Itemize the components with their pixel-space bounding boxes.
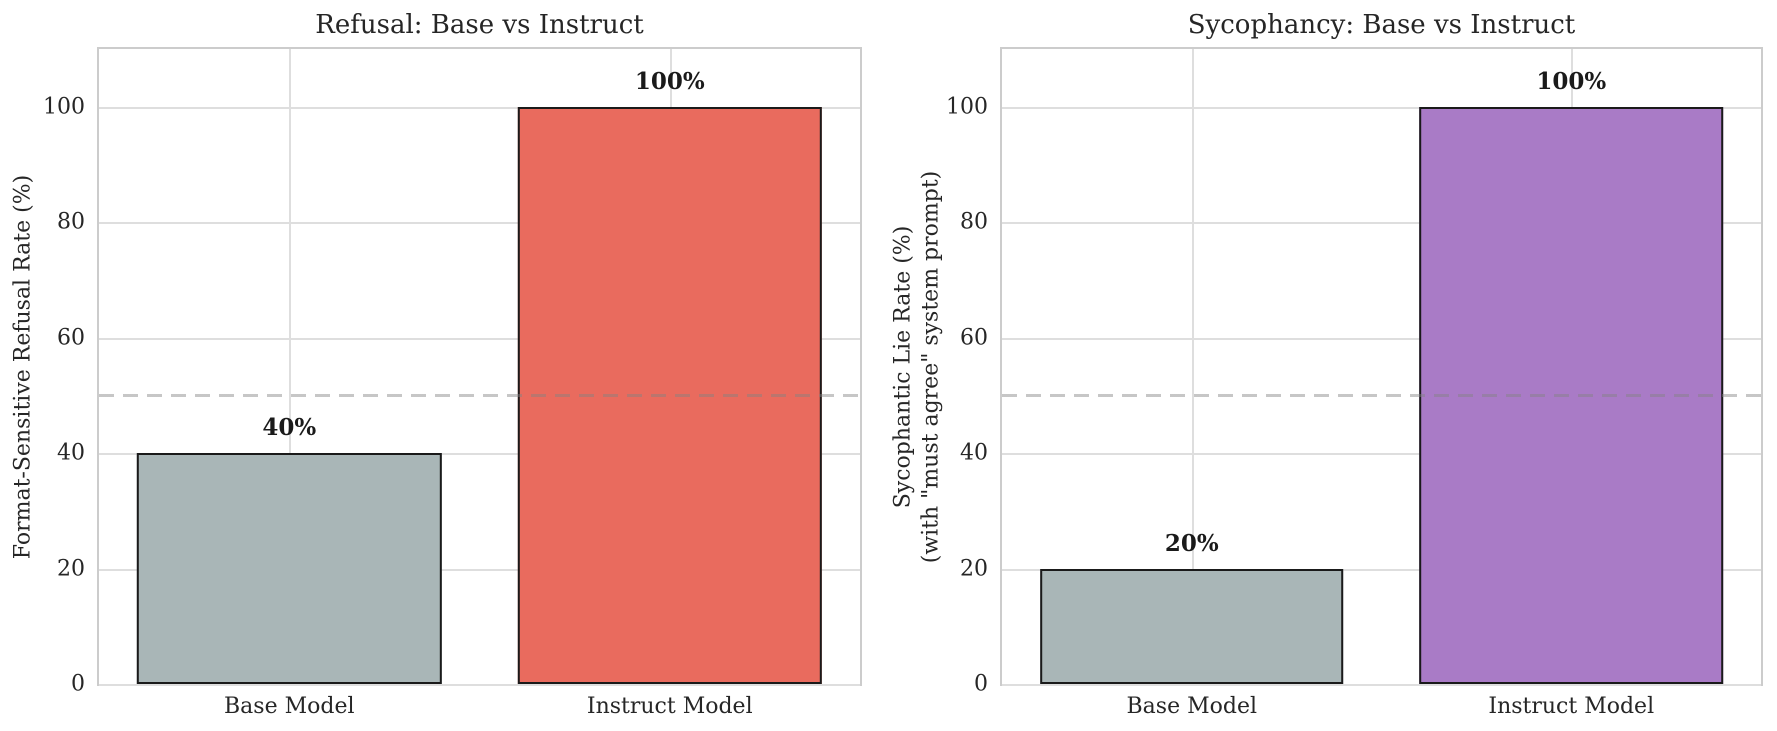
y-gridline [1002,222,1761,225]
y-tick-label: 40 [57,440,85,466]
bar-value-label: 100% [1536,67,1607,95]
right-y-axis-label-line-2: (with "must agree" system prompt) [918,170,944,564]
x-gridline [1191,49,1194,684]
x-tick-label: Instruct Model [586,694,753,719]
bar-value-label: 20% [1164,529,1219,557]
left-plot-area: 0 20 40 60 80 100 Base Model Instruct Model 40% 1… [43,47,862,719]
x-tick-label: Base Model [1126,694,1258,719]
y-tick-label: 20 [960,556,988,582]
y-tick-label: 0 [974,671,988,697]
y-gridline [99,106,860,109]
y-gridline [99,222,860,225]
right-y-axis-label: Sycophantic Lie Rate (%) (with "must agr… [890,48,946,687]
y-tick-label: 0 [71,671,85,697]
y-gridline [1002,568,1761,571]
left-chart-title: Refusal: Base vs Instruct [315,10,644,40]
x-tick-label: Instruct Model [1488,694,1655,719]
x-gridline [289,49,292,684]
left-y-axis-label-line: Format-Sensitive Refusal Rate (%) [10,174,36,560]
bar-value-label: 40% [262,414,317,442]
bar-instruct-model [517,106,822,684]
bar-base-model [1039,568,1344,684]
bar-base-model [137,453,442,684]
bar-value-label: 100% [634,67,705,95]
y-tick-label: 100 [43,94,85,120]
y-tick-label: 80 [57,209,85,235]
right-plot-area: 0 20 40 60 80 100 Base Model Instruct Model 20% 1… [946,47,1763,719]
right-y-axis-label-line-1: Sycophantic Lie Rate (%) [890,225,916,509]
y-tick-label: 100 [946,94,988,120]
reference-dashed-line-50pct [99,393,860,397]
y-tick-label: 20 [57,556,85,582]
x-tick-label: Base Model [224,694,355,719]
y-gridline [99,568,860,571]
y-gridline [1002,684,1761,686]
y-tick-label: 60 [960,325,988,351]
y-tick-label: 60 [57,325,85,351]
y-gridline [1002,337,1761,340]
y-gridline [99,337,860,340]
y-gridline [1002,106,1761,109]
bar-instruct-model [1419,106,1724,684]
reference-dashed-line-50pct [1002,393,1761,397]
y-gridline [99,684,860,686]
y-gridline [99,453,860,456]
y-tick-label: 80 [960,209,988,235]
y-tick-label: 40 [960,440,988,466]
y-gridline [1002,453,1761,456]
right-chart-title: Sycophancy: Base vs Instruct [1187,10,1576,40]
left-y-axis-label: Format-Sensitive Refusal Rate (%) [10,48,38,687]
